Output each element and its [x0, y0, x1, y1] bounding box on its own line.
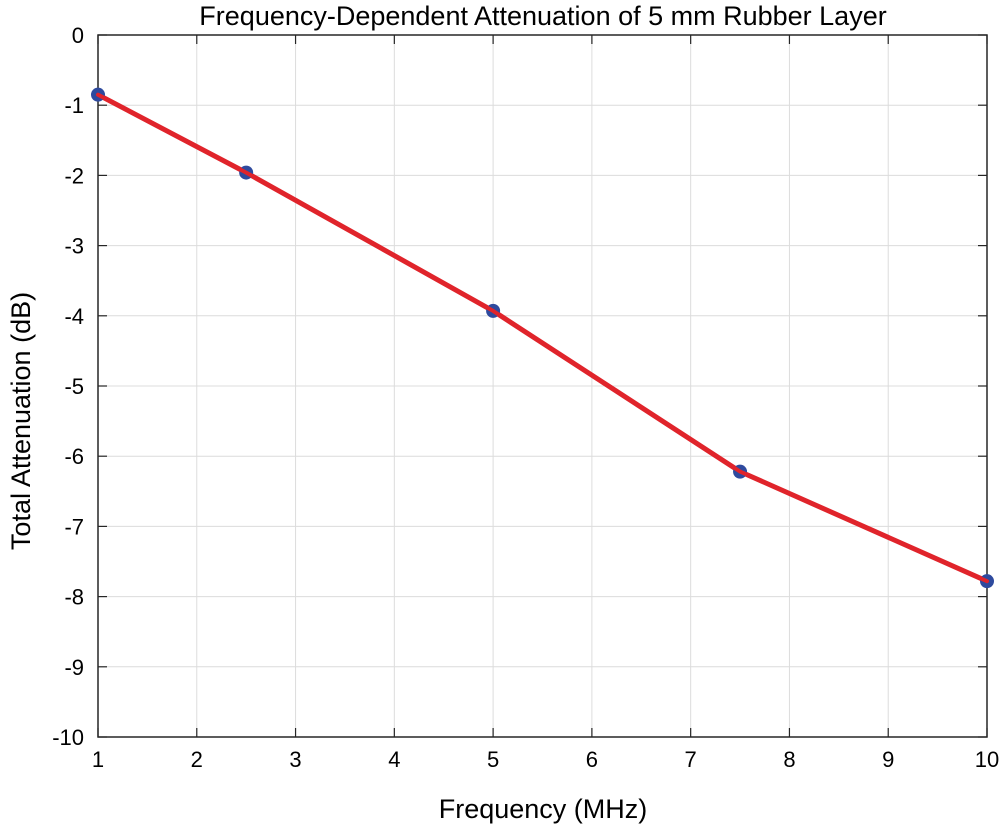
series-layer [91, 87, 994, 589]
x-tick-label: 10 [975, 747, 999, 772]
x-axis-ticks: 1 2 3 4 5 6 7 8 9 10 [92, 35, 999, 772]
series-line [95, 92, 990, 584]
grid-lines [97, 34, 988, 738]
x-tick-label: 1 [92, 747, 104, 772]
y-tick-label: -8 [64, 585, 84, 610]
y-tick-label: -5 [64, 374, 84, 399]
y-tick-label: -7 [64, 514, 84, 539]
y-tick-label: -1 [64, 93, 84, 118]
chart-title: Frequency-Dependent Attenuation of 5 mm … [199, 1, 886, 31]
x-tick-label: 5 [487, 747, 499, 772]
y-tick-label: -3 [64, 234, 84, 259]
y-tick-label: -9 [64, 655, 84, 680]
x-tick-label: 4 [388, 747, 400, 772]
y-tick-label: -4 [64, 304, 84, 329]
x-tick-label: 9 [882, 747, 894, 772]
x-axis-label: Frequency (MHz) [439, 794, 648, 824]
x-tick-label: 7 [685, 747, 697, 772]
series-line-overlay [96, 92, 989, 584]
x-tick-label: 8 [783, 747, 795, 772]
y-tick-label: -2 [64, 163, 84, 188]
y-axis-label: Total Attenuation (dB) [6, 292, 36, 550]
y-tick-label: -6 [64, 444, 84, 469]
y-axis-ticks: 0 -1 -2 -3 -4 -5 -6 -7 -8 -9 -10 [52, 23, 987, 750]
x-tick-label: 6 [586, 747, 598, 772]
y-tick-label: -10 [52, 725, 84, 750]
y-tick-label: 0 [72, 23, 84, 48]
x-tick-label: 3 [289, 747, 301, 772]
x-tick-label: 2 [191, 747, 203, 772]
